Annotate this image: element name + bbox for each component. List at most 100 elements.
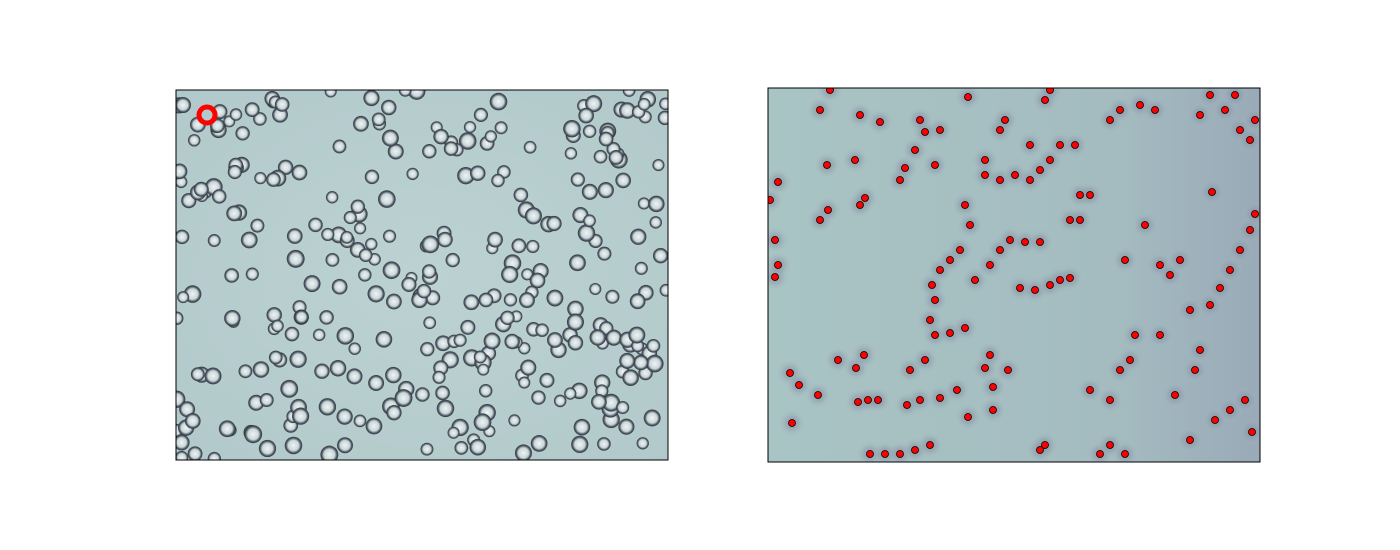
cell <box>407 90 426 100</box>
cell <box>460 319 476 335</box>
detection-point <box>1056 276 1064 284</box>
cell <box>473 107 488 122</box>
detection-point <box>1241 396 1249 404</box>
cell <box>547 332 563 348</box>
cell <box>553 394 567 408</box>
detection-point <box>926 441 934 449</box>
cell <box>457 166 475 185</box>
cell <box>292 407 310 425</box>
cell <box>435 335 451 352</box>
cell <box>365 417 383 435</box>
cell <box>368 375 385 392</box>
cell <box>319 310 334 325</box>
cell <box>420 341 435 357</box>
cell <box>518 376 531 389</box>
detection-point <box>1026 176 1034 184</box>
cell <box>312 328 326 342</box>
cell <box>218 420 236 438</box>
detection-point <box>1131 331 1139 339</box>
cell <box>652 248 668 264</box>
cell <box>589 282 602 295</box>
cell <box>513 187 529 203</box>
detection-point <box>1036 166 1044 174</box>
cell <box>433 128 449 145</box>
cell <box>190 367 205 382</box>
detection-point <box>996 176 1004 184</box>
cell <box>212 189 227 204</box>
cell <box>227 164 242 180</box>
detection-point <box>946 329 954 337</box>
cell <box>602 393 621 412</box>
detection-point <box>1031 286 1039 294</box>
detection-point <box>931 296 939 304</box>
detection-point <box>1171 391 1179 399</box>
cell <box>469 438 487 456</box>
detection-point <box>1251 116 1259 124</box>
cell <box>483 332 501 350</box>
cell-halo <box>817 88 843 103</box>
cell <box>648 195 665 213</box>
cell <box>563 119 581 138</box>
detection-point <box>1196 111 1204 119</box>
detection-point <box>1246 226 1254 234</box>
cell <box>529 272 546 289</box>
detection-point <box>1121 256 1129 264</box>
detection-point <box>989 383 997 391</box>
detection-point <box>1116 106 1124 114</box>
detection-point <box>1021 238 1029 246</box>
cell <box>321 227 335 242</box>
cell <box>432 370 446 384</box>
cell <box>381 99 397 116</box>
detection-point <box>1226 266 1234 274</box>
cell <box>593 149 608 164</box>
cell <box>331 278 348 295</box>
cell <box>591 393 607 410</box>
cell <box>250 218 265 233</box>
cell <box>530 435 548 452</box>
cell <box>435 385 450 401</box>
cell <box>207 451 221 460</box>
cell <box>336 408 353 425</box>
cell <box>597 182 614 199</box>
detection-point <box>989 406 997 414</box>
detection-point <box>1106 116 1114 124</box>
detection-point <box>834 356 842 364</box>
detection-point <box>1141 221 1149 229</box>
cell <box>363 90 380 107</box>
cell <box>350 199 365 214</box>
cell <box>415 387 430 402</box>
detection-point <box>856 201 864 209</box>
detection-point <box>774 178 782 186</box>
detection-point <box>964 93 972 101</box>
detection-point <box>1251 210 1259 218</box>
cell <box>504 333 520 350</box>
detection-point <box>823 161 831 169</box>
cell <box>567 334 584 351</box>
detection-point <box>1248 428 1256 436</box>
cell <box>280 379 299 398</box>
cell <box>358 268 372 282</box>
detection-point <box>1206 91 1214 99</box>
detection-point <box>1076 216 1084 224</box>
cell <box>348 342 361 355</box>
detection-point <box>1186 436 1194 444</box>
cell <box>636 437 649 450</box>
cell <box>332 139 347 154</box>
detection-point <box>1046 281 1054 289</box>
cell <box>340 230 354 244</box>
cell <box>284 436 303 455</box>
cell <box>637 97 651 111</box>
detection-point <box>916 116 924 124</box>
detection-point <box>854 398 862 406</box>
cell <box>585 95 603 113</box>
detection-point <box>816 216 824 224</box>
cell <box>526 239 540 254</box>
cell <box>508 414 521 427</box>
cell <box>577 224 596 242</box>
cell <box>320 445 339 460</box>
cell-halo <box>1242 201 1260 227</box>
cell <box>633 354 649 371</box>
cell <box>582 124 597 139</box>
cell <box>343 210 357 225</box>
